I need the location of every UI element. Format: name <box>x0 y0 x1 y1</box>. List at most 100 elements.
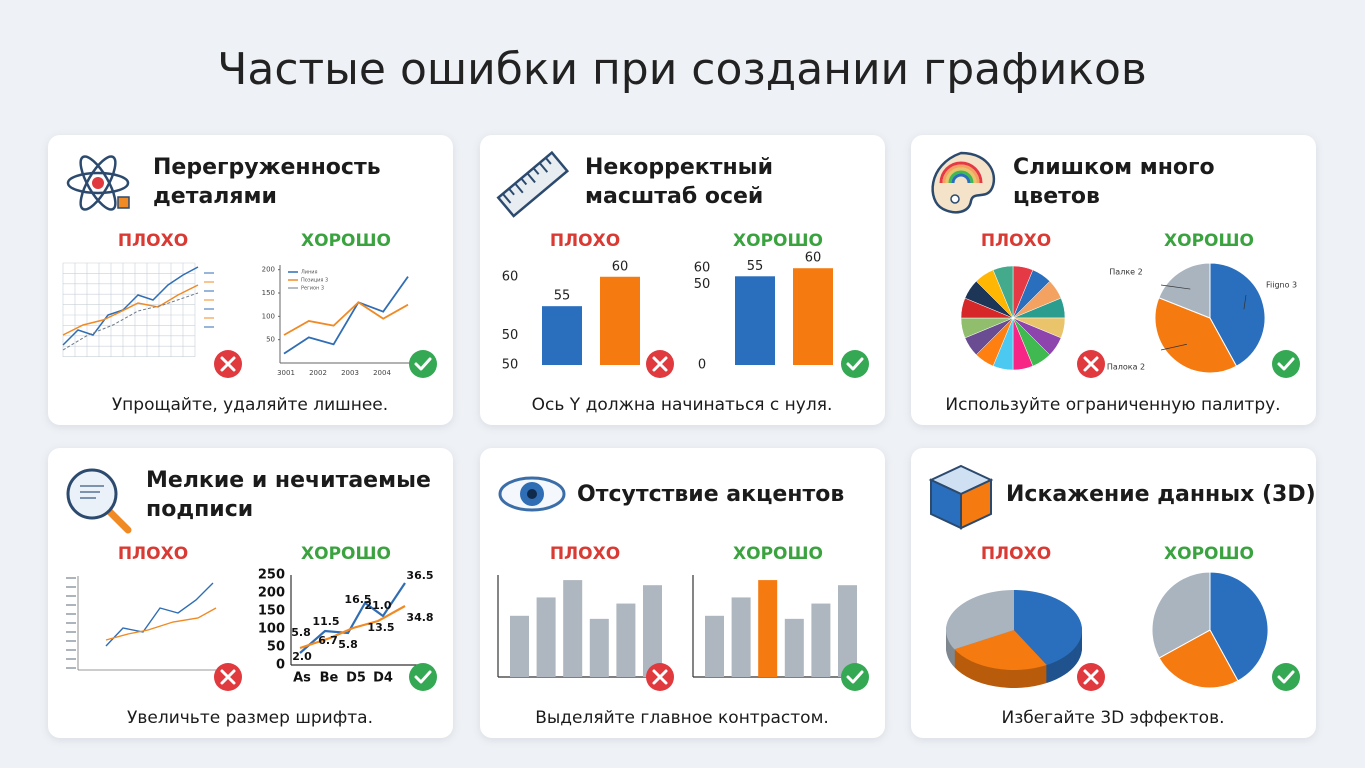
ruler-tick <box>532 167 540 175</box>
y-tick-label: 100 <box>262 312 275 320</box>
palette-rainbow <box>948 170 974 184</box>
legend-label: Линия <box>301 270 318 276</box>
pie-slice-3d <box>1014 590 1082 666</box>
ruler-tick <box>538 162 549 173</box>
bad-label: ПЛОХО <box>550 544 620 564</box>
pie-slice <box>1209 262 1266 367</box>
bad-line <box>62 266 199 346</box>
good-badge <box>841 663 869 691</box>
pie-slice-3d <box>946 590 1014 650</box>
bad-label: ПЛОХО <box>550 231 620 251</box>
annotation: 13.5 <box>367 621 394 634</box>
good-badge <box>1272 350 1300 378</box>
icon-square <box>117 196 130 209</box>
card-title: Мелкие и нечитаемые <box>146 468 431 493</box>
palette-rainbow <box>942 164 980 184</box>
card: Отсутствие акцентов ПЛОХО ХОРОШО Выделяйте … <box>480 448 885 738</box>
annotation: 16.5 <box>344 593 371 606</box>
y-tick-label: 150 <box>262 289 275 297</box>
icon-orbit <box>66 171 130 195</box>
ruler-tick <box>514 182 524 194</box>
leader-line <box>1243 294 1247 310</box>
x-tick-label: 2004 <box>373 369 391 377</box>
pie-slice-3d <box>954 630 1047 670</box>
bad-label: ПЛОХО <box>981 544 1051 564</box>
series-line <box>283 276 409 355</box>
card: Искажение данных (3D) ПЛОХО ХОРОШО Избегайт… <box>911 448 1316 738</box>
cross-icon <box>1083 669 1099 685</box>
y-tick-label: 0 <box>698 358 706 373</box>
pie-slice <box>1158 262 1211 319</box>
annotation: 5.8 <box>338 638 358 651</box>
card-caption: Ось Y должна начинаться с нуля. <box>532 395 833 415</box>
cube-right <box>960 478 992 530</box>
bar <box>735 276 775 365</box>
card-title: Искажение данных (3D) <box>1006 482 1316 507</box>
annotation: 34.8 <box>406 611 433 624</box>
pie-slice <box>1209 571 1269 682</box>
card-icon <box>496 150 570 218</box>
card-title: Отсутствие акцентов <box>577 482 844 507</box>
slice-label: Палке 2 <box>1109 268 1142 277</box>
y-tick-label: 50 <box>502 328 519 343</box>
bar <box>758 580 778 677</box>
cross-icon <box>1083 356 1099 372</box>
bar-label: 55 <box>554 289 571 304</box>
palette-hole <box>950 194 960 204</box>
slice-label: Fiigno 3 <box>1266 281 1297 290</box>
bar <box>589 618 609 677</box>
magnifier-lens <box>66 468 118 520</box>
y-tick-label: 250 <box>258 568 285 583</box>
good-label: ХОРОШО <box>733 231 823 251</box>
bad-label: ПЛОХО <box>118 231 188 251</box>
y-tick-label: 50 <box>266 336 275 344</box>
good-label: ХОРОШО <box>301 231 391 251</box>
pie-slice <box>1151 571 1211 659</box>
eye-pupil <box>527 489 537 499</box>
bar-label: 60 <box>805 251 822 266</box>
good-label: ХОРОШО <box>1164 544 1254 564</box>
card-caption: Используйте ограниченную палитру. <box>945 395 1280 415</box>
cross-icon <box>220 669 236 685</box>
bar <box>600 276 640 365</box>
cross-icon <box>652 669 668 685</box>
bar <box>510 615 529 677</box>
ruler-tick <box>502 193 512 204</box>
card-icon <box>928 464 994 530</box>
bar <box>838 585 857 677</box>
icon-orbit <box>79 155 117 211</box>
x-tick-label: 3001 <box>277 369 295 377</box>
x-tick-label: As <box>293 671 311 686</box>
bar-label: 55 <box>747 259 764 274</box>
good-line <box>299 605 406 650</box>
ruler-tick <box>526 172 536 184</box>
bar <box>616 603 636 677</box>
bar-label: 60 <box>612 259 629 274</box>
card: Мелкие и нечитаемые подписи ПЛОХО ХОРОШО 0 50… <box>48 448 453 738</box>
bar <box>705 615 724 677</box>
palette-rainbow <box>939 161 983 184</box>
good-badge <box>1272 663 1300 691</box>
ruler-tick <box>544 157 552 165</box>
x-tick-label: D4 <box>373 671 393 686</box>
annotation: 11.5 <box>312 615 339 628</box>
card-title: масштаб осей <box>585 184 763 209</box>
pie-slice <box>1154 297 1238 374</box>
y-tick-label: 100 <box>258 622 285 637</box>
annotation: 6.7 <box>318 634 338 647</box>
cross-icon <box>220 356 236 372</box>
bad-label: ПЛОХО <box>118 544 188 564</box>
ruler-tick <box>520 177 528 186</box>
slice-label: Палока 2 <box>1107 363 1145 372</box>
ruler-body <box>496 150 570 218</box>
y-tick-label: 50 <box>502 358 519 373</box>
bad-pie-slice <box>992 265 1014 319</box>
bad-label: ПЛОХО <box>981 231 1051 251</box>
card-title: подписи <box>146 497 253 522</box>
bar <box>542 306 582 365</box>
card-icon <box>66 468 132 534</box>
y-tick-label: 200 <box>258 586 285 601</box>
pie-slice <box>1158 629 1239 689</box>
legend-label: Позиция 3 <box>301 278 328 284</box>
